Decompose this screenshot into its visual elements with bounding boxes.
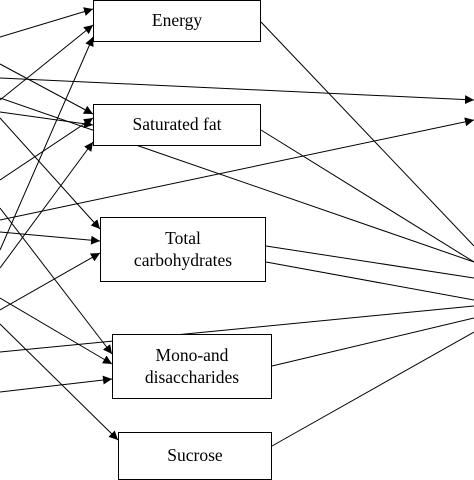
line-left-to-right-2 (0, 305, 474, 353)
arrow-to-sucrose-1 (0, 323, 119, 441)
line-satfat-out (260, 129, 474, 263)
sucrose-box: Sucrose (118, 432, 272, 480)
arrow-to-energy-3 (0, 36, 94, 251)
arrow-to-carbs-3 (0, 252, 101, 311)
line-energy-out (260, 21, 474, 247)
arrow-to-satfat-1 (0, 63, 94, 115)
arrow-to-mono-1 (0, 207, 113, 355)
line-carbs-out-2 (265, 261, 474, 301)
arrow-to-carbs-1 (0, 117, 101, 230)
energy-box: Energy (93, 0, 261, 42)
arrow-to-satfat-2 (0, 111, 94, 129)
arrow-to-satfat-3 (0, 117, 94, 181)
mono-disaccharides-label: Mono-and disaccharides (144, 344, 240, 387)
arrow-to-right-outcome-2 (0, 117, 474, 221)
sucrose-label: Sucrose (167, 445, 223, 466)
arrow-to-mono-2 (0, 297, 113, 365)
total-carbohydrates-label: Total carbohydrates (133, 227, 233, 270)
arrow-to-mono-3 (0, 375, 113, 393)
arrow-to-energy-1 (0, 7, 94, 38)
saturated-fat-label: Saturated fat (132, 114, 222, 135)
mono-disaccharides-box: Mono-and disaccharides (112, 334, 272, 399)
energy-label: Energy (151, 10, 203, 31)
saturated-fat-box: Saturated fat (93, 104, 261, 146)
arrow-to-carbs-2 (0, 231, 101, 245)
total-carbohydrates-box: Total carbohydrates (100, 217, 266, 282)
line-carbs-out-1 (265, 245, 474, 279)
line-left-to-right (0, 97, 474, 263)
arrow-to-right-outcome-1 (0, 77, 474, 105)
line-mono-out (271, 317, 474, 367)
arrow-to-satfat-4 (0, 141, 94, 269)
line-sucrose-out (271, 331, 474, 447)
arrow-to-energy-2 (0, 24, 94, 101)
